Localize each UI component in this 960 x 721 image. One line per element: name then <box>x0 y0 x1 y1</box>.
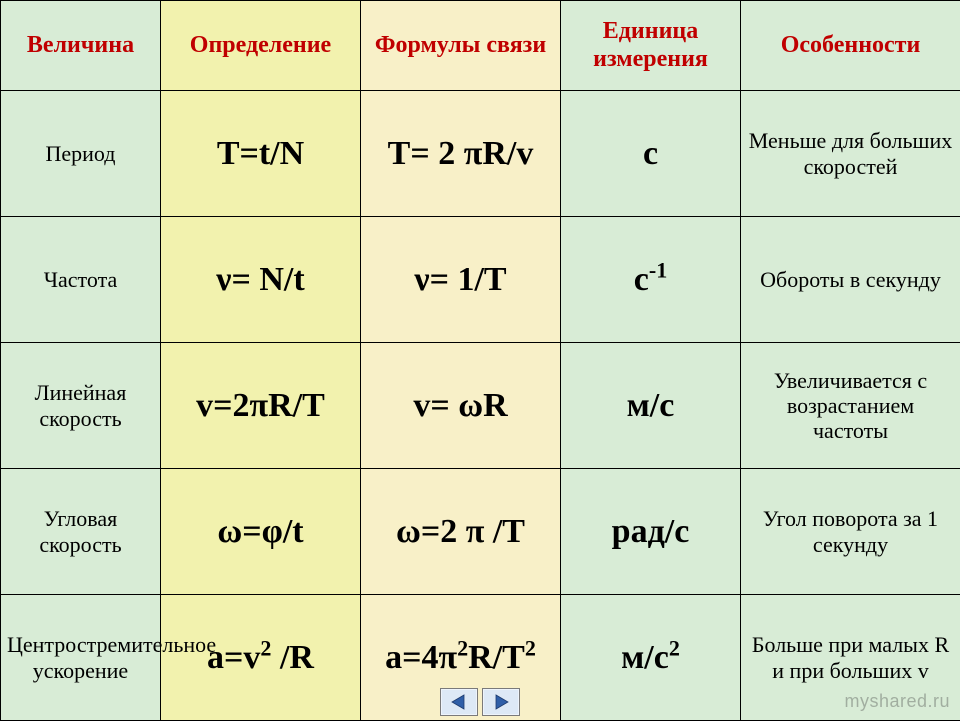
cell-definition-formula: ω=φ/t <box>161 469 361 595</box>
cell-relation-formula: ω=2 π /T <box>361 469 561 595</box>
physics-table-slide: Величина Определение Формулы связи Едини… <box>0 0 960 720</box>
header-formula: Формулы связи <box>361 1 561 91</box>
cell-relation-formula: T= 2 πR/v <box>361 91 561 217</box>
cell-note: Увеличивается с возрастанием частоты <box>741 343 960 469</box>
cell-unit: с-1 <box>561 217 741 343</box>
cell-definition-formula: ν= N/t <box>161 217 361 343</box>
cell-note: Обороты в секунду <box>741 217 960 343</box>
cell-quantity-name: Частота <box>1 217 161 343</box>
cell-definition-formula: a=v2 /R <box>161 595 361 721</box>
cell-note: Больше при малых R и при больших v <box>741 595 960 721</box>
cell-unit: рад/с <box>561 469 741 595</box>
table-header-row: Величина Определение Формулы связи Едини… <box>1 1 960 91</box>
cell-unit: м/с2 <box>561 595 741 721</box>
header-quantity: Величина <box>1 1 161 91</box>
next-slide-button[interactable] <box>482 688 520 716</box>
header-note: Особенности <box>741 1 960 91</box>
cell-note: Угол поворота за 1 секунду <box>741 469 960 595</box>
cell-definition-formula: v=2πR/T <box>161 343 361 469</box>
table-body: ПериодT=t/NT= 2 πR/vсМеньше для больших … <box>1 91 960 721</box>
cell-definition-formula: T=t/N <box>161 91 361 217</box>
cell-quantity-name: Центростремительное ускорение <box>1 595 161 721</box>
triangle-left-icon <box>450 694 468 710</box>
cell-relation-formula: v= ωR <box>361 343 561 469</box>
cell-relation-formula: ν= 1/T <box>361 217 561 343</box>
cell-quantity-name: Угловая скорость <box>1 469 161 595</box>
header-unit: Единица измерения <box>561 1 741 91</box>
prev-slide-button[interactable] <box>440 688 478 716</box>
cell-unit: м/с <box>561 343 741 469</box>
cell-quantity-name: Период <box>1 91 161 217</box>
table-row: ПериодT=t/NT= 2 πR/vсМеньше для больших … <box>1 91 960 217</box>
cell-note: Меньше для больших скоростей <box>741 91 960 217</box>
triangle-right-icon <box>492 694 510 710</box>
quantities-table: Величина Определение Формулы связи Едини… <box>0 0 960 721</box>
slide-nav <box>440 688 520 716</box>
table-row: Частотаν= N/tν= 1/Tс-1Обороты в секунду <box>1 217 960 343</box>
cell-quantity-name: Линейная скорость <box>1 343 161 469</box>
cell-unit: с <box>561 91 741 217</box>
table-row: Линейная скоростьv=2πR/Tv= ωRм/сУвеличив… <box>1 343 960 469</box>
table-row: Угловая скоростьω=φ/tω=2 π /Tрад/сУгол п… <box>1 469 960 595</box>
header-definition: Определение <box>161 1 361 91</box>
